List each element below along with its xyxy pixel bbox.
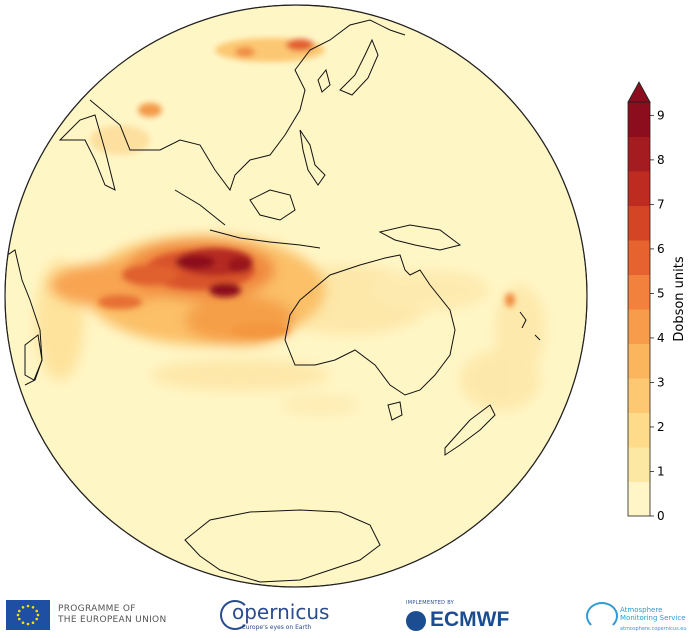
colorbar-tick-label: 1 <box>657 464 665 478</box>
colorbar-band <box>628 343 650 379</box>
eu-line-2: THE EUROPEAN UNION <box>58 615 167 625</box>
colorbar-band <box>628 205 650 241</box>
cams-title-line-1: Atmosphere <box>620 606 663 614</box>
colorbar-tick-label: 9 <box>657 108 665 122</box>
colorbar-band <box>628 481 650 517</box>
colorbar-label: Dobson units <box>672 256 687 342</box>
colorbar-band <box>628 309 650 344</box>
ecmwf-emblem-icon <box>406 611 426 631</box>
colorbar-tick-label: 6 <box>657 242 665 256</box>
colorbar-outline <box>627 101 651 517</box>
colorbar-extend-arrow <box>627 81 651 103</box>
colorbar-band <box>628 102 650 137</box>
colorbar-band <box>628 171 650 206</box>
cams-title-line-2: Monitoring Service <box>620 614 686 622</box>
footer: PROGRAMME OF THE EUROPEAN UNION opernicu… <box>0 596 690 638</box>
colorbar-band <box>628 136 650 172</box>
coastlines <box>5 19 541 583</box>
colorbar-tick-label: 7 <box>657 197 665 211</box>
copernicus-logo: opernicus Europe's eyes on Earth <box>218 598 330 634</box>
so2-field <box>36 38 545 415</box>
copernicus-ring-icon <box>220 600 250 630</box>
globe-outline <box>4 4 588 588</box>
ecmwf-logo: IMPLEMENTED BY ECMWF <box>404 600 524 634</box>
globe-map: 0 1 2 3 4 5 6 7 8 9 Dobson units <box>4 4 687 588</box>
ecmwf-name: ECMWF <box>430 608 510 631</box>
cams-title: Atmosphere Monitoring Service <box>620 606 690 622</box>
ecmwf-implemented-by: IMPLEMENTED BY <box>406 600 455 606</box>
colorbar-band <box>628 274 650 310</box>
colorbar-band <box>628 378 650 413</box>
copernicus-tagline: Europe's eyes on Earth <box>242 624 312 631</box>
colorbar-tick-label: 2 <box>657 420 665 434</box>
colorbar-band <box>628 447 650 482</box>
copernicus-name: opernicus <box>232 600 330 624</box>
colorbar-band <box>628 240 650 275</box>
eu-flag-icon <box>6 600 50 630</box>
colorbar-tick-label: 4 <box>657 331 665 345</box>
colorbar-tick-label: 8 <box>657 153 665 167</box>
cams-logo: Atmosphere Monitoring Service atmosphere… <box>584 600 688 634</box>
eu-programme-text: PROGRAMME OF THE EUROPEAN UNION <box>58 604 166 626</box>
colorbar-band <box>628 412 650 448</box>
colorbar-tick-label: 5 <box>657 286 665 300</box>
colorbar-tick-label: 3 <box>657 375 665 389</box>
cams-emblem-icon <box>586 602 618 630</box>
cams-url: atmosphere.copernicus.eu <box>620 626 687 632</box>
eu-line-1: PROGRAMME OF <box>58 604 136 614</box>
colorbar-tick-label: 0 <box>657 509 665 523</box>
colorbar: 0 1 2 3 4 5 6 7 8 9 Dobson units <box>627 81 687 523</box>
